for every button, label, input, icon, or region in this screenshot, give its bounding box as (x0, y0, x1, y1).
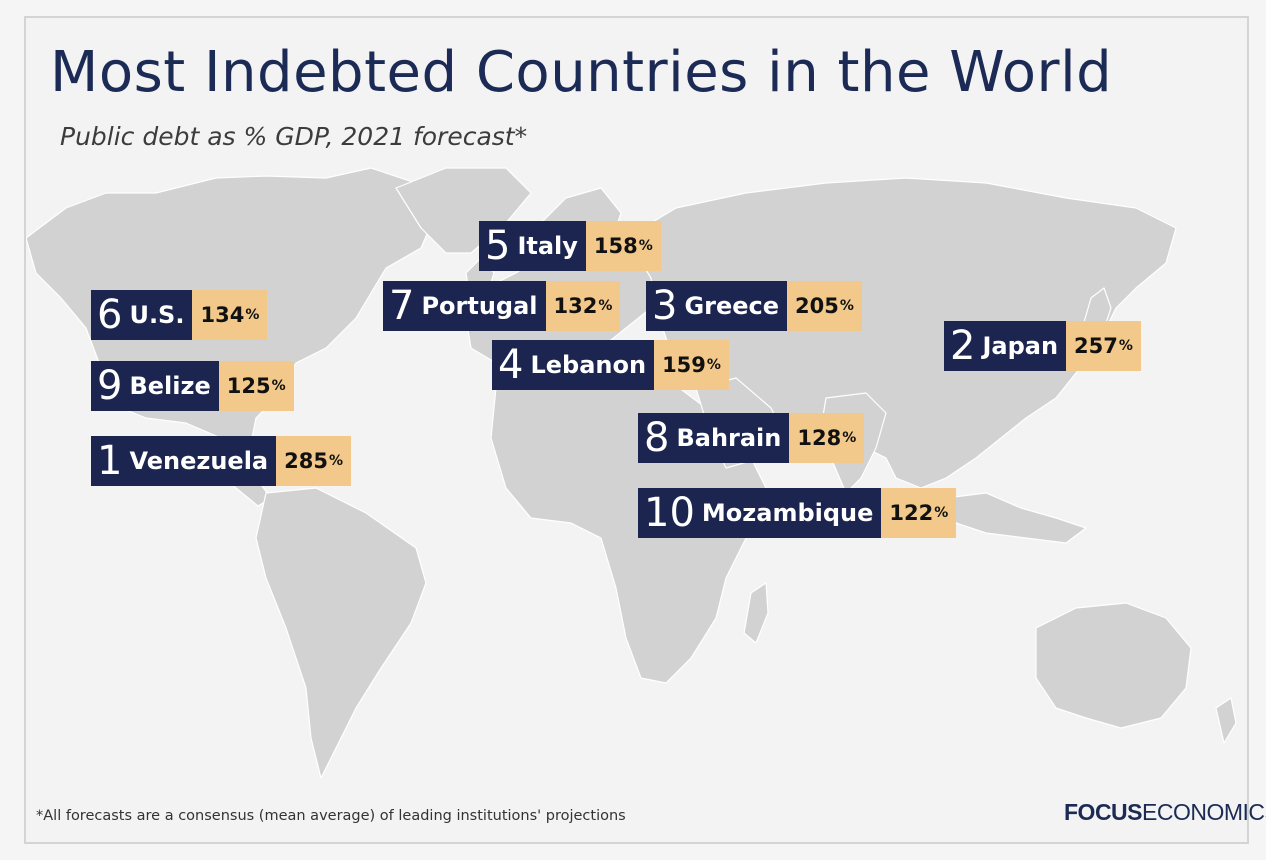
rank-number: 5 (485, 223, 511, 269)
country-badge-us: 6 U.S. 134% (91, 290, 268, 340)
southeast-asia-islands (945, 492, 1087, 544)
badge-value: 159% (654, 340, 729, 390)
percent-unit: % (1118, 338, 1133, 354)
badge-value: 128% (789, 413, 865, 463)
badge-label: 9 Belize (91, 361, 219, 411)
debt-value: 122 (889, 501, 934, 525)
country-name: Mozambique (701, 499, 874, 527)
country-name: Italy (517, 232, 578, 260)
country-badge-greece: 3 Greece 205% (646, 281, 862, 331)
madagascar-landmass (743, 582, 769, 644)
badge-label: 3 Greece (646, 281, 788, 331)
debt-value: 159 (662, 353, 706, 377)
new-zealand-landmass (1215, 697, 1237, 744)
badge-value: 257% (1066, 321, 1141, 371)
country-badge-belize: 9 Belize 125% (91, 361, 294, 411)
rank-number: 4 (498, 342, 524, 388)
country-name: U.S. (129, 301, 185, 329)
country-name: Greece (684, 292, 780, 320)
badge-label: 8 Bahrain (638, 413, 790, 463)
badge-value: 122% (881, 488, 957, 538)
rank-number: 7 (389, 283, 415, 329)
debt-value: 134 (200, 303, 245, 327)
debt-value: 205 (795, 294, 839, 318)
rank-number: 8 (644, 415, 670, 461)
percent-unit: % (638, 238, 653, 254)
australia-landmass (1035, 602, 1192, 729)
logo-regular-part: ECONOMICS (1142, 799, 1266, 825)
country-name: Venezuela (129, 447, 269, 475)
country-name: Lebanon (530, 351, 647, 379)
country-name: Japan (982, 332, 1059, 360)
badge-label: 4 Lebanon (492, 340, 655, 390)
rank-number: 10 (644, 490, 695, 536)
badge-label: 7 Portugal (383, 281, 546, 331)
rank-number: 9 (97, 363, 123, 409)
percent-unit: % (245, 307, 260, 323)
badge-value: 125% (218, 361, 294, 411)
chart-title: Most Indebted Countries in the World (50, 40, 1113, 105)
country-name: Portugal (421, 292, 538, 320)
percent-unit: % (706, 357, 721, 373)
rank-number: 3 (652, 283, 678, 329)
map-panel: Most Indebted Countries in the World Pub… (24, 16, 1266, 844)
badge-label: 5 Italy (479, 221, 586, 271)
badge-value: 285% (276, 436, 351, 486)
focuseconomics-logo: FOCUSECONOMICS (1064, 799, 1266, 826)
rank-number: 6 (97, 292, 123, 338)
badge-value: 132% (545, 281, 621, 331)
debt-value: 158 (593, 234, 638, 258)
country-badge-lebanon: 4 Lebanon 159% (492, 340, 729, 390)
badge-label: 10 Mozambique (638, 488, 882, 538)
percent-unit: % (842, 430, 857, 446)
debt-value: 257 (1074, 334, 1118, 358)
percent-unit: % (271, 378, 286, 394)
rank-number: 2 (950, 323, 976, 369)
badge-value: 158% (585, 221, 661, 271)
percent-unit: % (839, 298, 854, 314)
debt-value: 285 (284, 449, 328, 473)
chart-subtitle: Public debt as % GDP, 2021 forecast* (60, 122, 528, 151)
debt-value: 125 (226, 374, 271, 398)
logo-bold-part: FOCUS (1064, 799, 1143, 825)
country-name: Bahrain (676, 424, 782, 452)
percent-unit: % (328, 453, 343, 469)
badge-label: 1 Venezuela (91, 436, 277, 486)
percent-unit: % (934, 505, 949, 521)
percent-unit: % (598, 298, 613, 314)
country-badge-portugal: 7 Portugal 132% (383, 281, 621, 331)
debt-value: 128 (797, 426, 842, 450)
badge-label: 2 Japan (944, 321, 1067, 371)
country-name: Belize (129, 372, 211, 400)
south-america-landmass (255, 487, 427, 779)
country-badge-italy: 5 Italy 158% (479, 221, 661, 271)
country-badge-mozambique: 10 Mozambique 122% (638, 488, 957, 538)
rank-number: 1 (97, 438, 123, 484)
country-badge-bahrain: 8 Bahrain 128% (638, 413, 865, 463)
badge-value: 205% (787, 281, 862, 331)
footnote: *All forecasts are a consensus (mean ave… (36, 808, 626, 824)
badge-label: 6 U.S. (91, 290, 193, 340)
country-badge-venezuela: 1 Venezuela 285% (91, 436, 351, 486)
debt-value: 132 (553, 294, 598, 318)
badge-value: 134% (192, 290, 268, 340)
country-badge-japan: 2 Japan 257% (944, 321, 1141, 371)
